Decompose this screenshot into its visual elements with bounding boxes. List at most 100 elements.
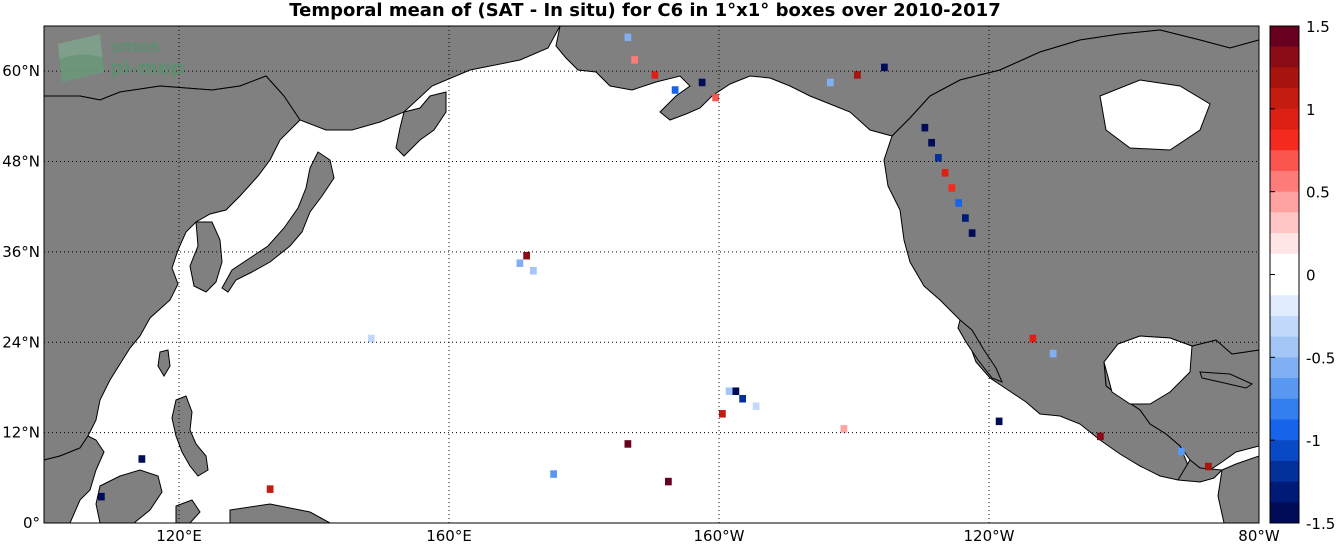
colorbar-segment <box>1270 357 1299 379</box>
colorbar-tick-label: 1.5 <box>1306 18 1330 36</box>
land-south-america <box>1217 455 1259 523</box>
data-cell <box>1049 349 1057 358</box>
lon-tick-label: 80°W <box>1238 527 1280 544</box>
colorbar-segment <box>1270 253 1299 275</box>
land-borneo <box>95 469 163 523</box>
data-cell <box>921 123 929 132</box>
colorbar-segment <box>1270 460 1299 483</box>
logo-line2: pi-mep <box>110 57 184 79</box>
water-hudson-bay <box>1099 79 1211 151</box>
graticule <box>44 26 1259 523</box>
logo-line1: smos <box>110 37 160 57</box>
data-cell <box>968 229 976 237</box>
colorbar-segment <box>1270 88 1299 110</box>
data-cell <box>827 78 834 87</box>
land-japan <box>221 151 335 293</box>
lat-tick-label: 48°N <box>2 153 40 171</box>
data-cell <box>1097 432 1104 441</box>
data-cell <box>840 425 848 433</box>
data-cell <box>752 402 760 411</box>
data-cell <box>266 485 274 493</box>
colorbar-segment <box>1270 398 1299 420</box>
colorbar-tick-label: -0.5 <box>1306 349 1335 367</box>
colorbar-segment <box>1270 46 1299 68</box>
water-gulf-of-mexico <box>1103 335 1193 405</box>
colorbar-segment <box>1270 295 1299 317</box>
data-cell <box>1029 334 1037 343</box>
data-cell <box>631 56 638 64</box>
lat-tick-label: 60°N <box>2 62 40 80</box>
data-cell <box>725 387 733 395</box>
colorbar-segment <box>1270 233 1299 255</box>
land-taiwan <box>157 349 171 377</box>
colorbar-segment <box>1270 336 1299 358</box>
land-baja-california <box>957 319 1003 383</box>
colorbar-segment <box>1270 315 1299 338</box>
colorbar-segment <box>1270 67 1299 89</box>
data-cells <box>98 33 1212 501</box>
land-korea <box>189 221 223 293</box>
land-kamchatka <box>395 91 447 157</box>
data-cell <box>624 440 632 448</box>
colorbar-tick-label: 0 <box>1306 267 1316 285</box>
map-title: Temporal mean of (SAT - In situ) for C6 … <box>289 0 1001 21</box>
colorbar-segment <box>1270 274 1299 296</box>
colorbar-segment <box>1270 129 1299 151</box>
data-cell <box>1205 462 1212 471</box>
lon-tick-label: 160°E <box>426 527 472 544</box>
colorbar-tick-label: -1 <box>1306 432 1321 450</box>
data-cell <box>523 251 530 260</box>
colorbar-segment <box>1270 108 1299 131</box>
land-new-guinea <box>229 503 331 523</box>
data-cell <box>712 93 719 102</box>
data-cell <box>935 154 942 162</box>
lat-tick-label: 12°N <box>2 424 40 442</box>
colorbar-segment <box>1270 191 1299 213</box>
map-plot-area <box>44 26 1259 523</box>
data-cell <box>550 470 557 478</box>
colorbar-segment <box>1270 440 1299 462</box>
colorbar-tick-label: 1 <box>1306 101 1316 119</box>
data-cell <box>516 259 524 267</box>
colorbar-segment <box>1270 170 1299 193</box>
colorbar-segment <box>1270 419 1299 441</box>
colorbar-tick-label: 0.5 <box>1306 184 1330 202</box>
data-cell <box>941 169 949 177</box>
data-cell <box>948 184 956 192</box>
data-cell <box>1178 447 1185 456</box>
data-cell <box>530 266 537 275</box>
data-cell <box>138 455 146 463</box>
data-cell <box>719 410 726 418</box>
latitude-labels: 0° 12°N 24°N 36°N 48°N 60°N <box>2 62 40 532</box>
colorbar-segment <box>1270 150 1299 172</box>
data-cell <box>739 394 746 403</box>
land-sulawesi <box>175 499 201 523</box>
colorbar-segment <box>1270 212 1299 234</box>
data-cell <box>955 199 962 207</box>
colorbar-tick-label: -1.5 <box>1306 515 1335 533</box>
land-cuba <box>1199 371 1254 389</box>
colorbar-segment <box>1270 26 1299 48</box>
data-cell <box>698 78 706 87</box>
data-cell <box>651 71 659 79</box>
colorbar-segment <box>1270 502 1299 524</box>
data-cell <box>671 86 679 94</box>
land-indochina <box>44 435 105 523</box>
colorbar-segment <box>1270 378 1299 400</box>
lat-tick-label: 0° <box>23 514 40 532</box>
colorbar-labels: 1.5 1 0.5 0 -0.5 -1 -1.5 <box>1270 18 1335 533</box>
data-cell <box>368 334 375 343</box>
land-masses <box>44 26 1259 523</box>
colorbar <box>1269 25 1300 524</box>
data-cell <box>624 33 632 42</box>
land-china <box>44 75 301 461</box>
data-cell <box>854 71 861 79</box>
smos-pi-mep-logo: smos pi-mep <box>58 34 184 82</box>
logo-icon-wave <box>58 54 104 82</box>
data-cell <box>928 138 935 147</box>
lon-tick-label: 120°E <box>156 527 202 544</box>
lat-tick-label: 36°N <box>2 243 40 261</box>
lon-tick-label: 160°W <box>694 527 745 544</box>
colorbar-segment <box>1270 481 1299 503</box>
